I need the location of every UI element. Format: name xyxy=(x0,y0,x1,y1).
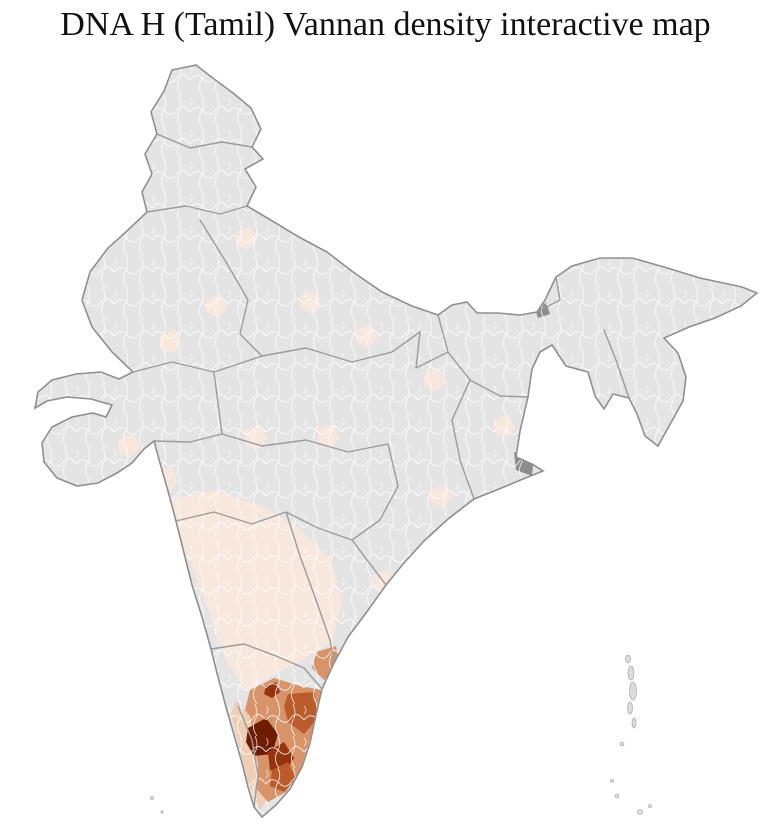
lakshadweep-islands[interactable] xyxy=(150,796,164,814)
andaman-nicobar-islands[interactable] xyxy=(610,654,652,815)
district-boundaries-mesh xyxy=(35,65,757,817)
page-title: DNA H (Tamil) Vannan density interactive… xyxy=(60,6,711,43)
state-borders xyxy=(132,133,630,808)
